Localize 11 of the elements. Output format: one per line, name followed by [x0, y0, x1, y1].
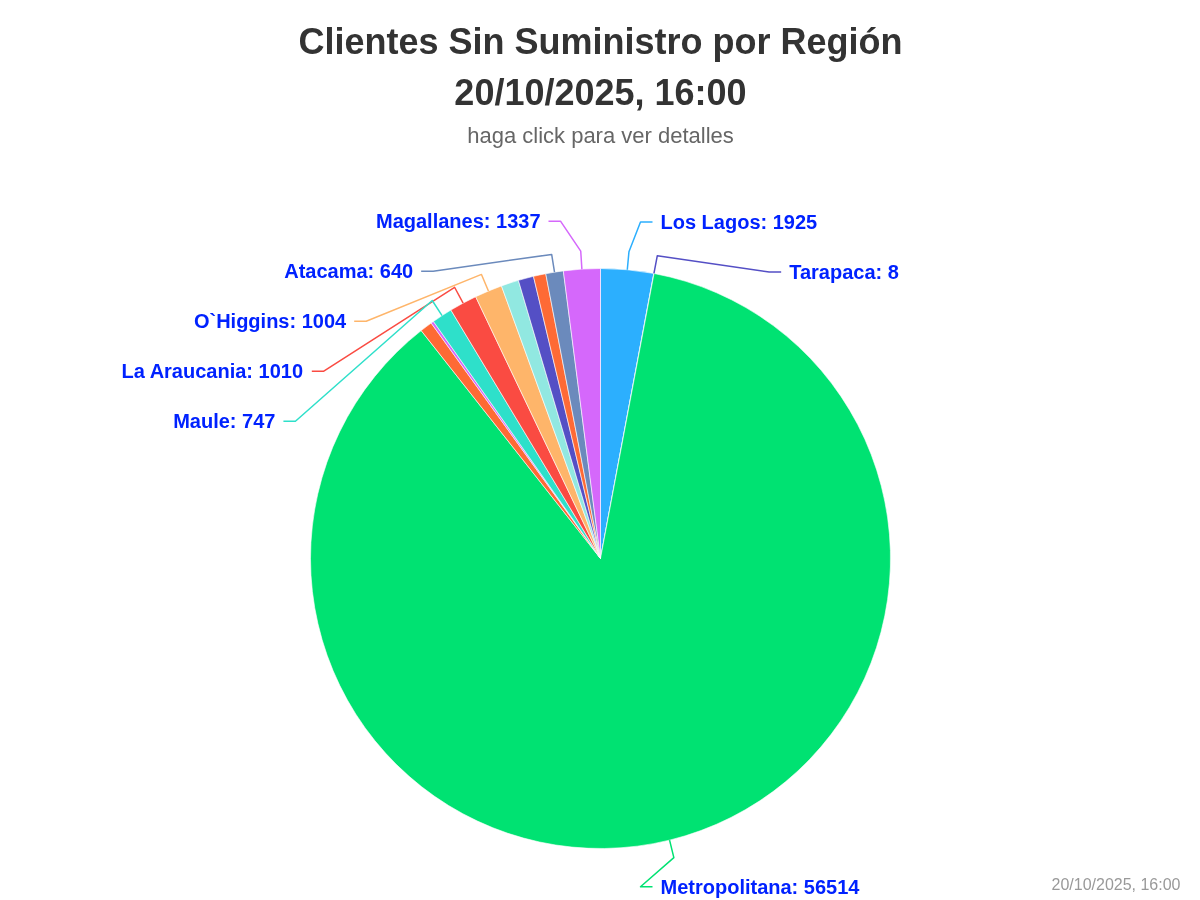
slice-label: Atacama: 640: [284, 260, 414, 283]
slice-label: O`Higgins: 1004: [193, 310, 348, 333]
slice-label: Los Lagos: 1925: [660, 210, 818, 233]
text: 20/10/2025, 16:00: [1051, 876, 1181, 893]
chart-title: Clientes Sin Suministro por Región 20/10/2025, 16:00: [298, 20, 903, 113]
slice-label: Maule: 747: [173, 410, 276, 433]
chart-subtitle: haga click para ver detalles: [467, 123, 734, 148]
slice-label: Tarapaca: 8: [789, 260, 899, 283]
slice-label: Magallanes: 1337: [375, 210, 541, 233]
slice-label: La Araucania: 1010: [121, 360, 304, 383]
slice-label: Metropolitana: 56514: [660, 875, 861, 898]
